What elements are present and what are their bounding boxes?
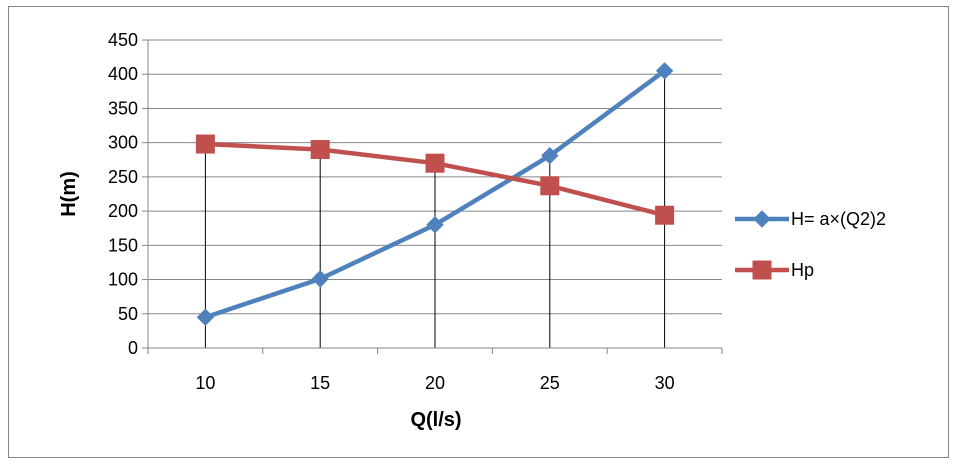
data-point <box>195 134 215 154</box>
data-point <box>310 140 330 160</box>
y-tick-label: 100 <box>108 270 138 290</box>
axes <box>142 39 723 354</box>
drop-lines <box>204 70 666 348</box>
legend-marker <box>752 260 772 280</box>
x-tick-label: 25 <box>540 373 560 393</box>
y-tick-label: 50 <box>118 304 138 324</box>
x-tick-label: 15 <box>310 373 330 393</box>
data-point <box>540 176 560 196</box>
series-layer <box>195 62 675 326</box>
gridlines <box>148 39 722 315</box>
x-tick-label: 20 <box>425 373 445 393</box>
y-tick-label: 0 <box>128 338 138 358</box>
legend: H= a×(Q2)2 Hp <box>735 209 886 280</box>
y-tick-label: 400 <box>108 64 138 84</box>
series-1 <box>196 62 674 326</box>
legend-label: Hp <box>791 260 814 280</box>
x-tick-label: 30 <box>655 373 675 393</box>
data-point <box>196 308 215 326</box>
data-point <box>655 62 674 80</box>
y-tick-label: 150 <box>108 235 138 255</box>
legend-entry: H= a×(Q2)2 <box>735 209 886 229</box>
chart-frame <box>8 6 949 458</box>
legend-label: H= a×(Q2)2 <box>791 209 886 229</box>
data-point <box>311 270 329 288</box>
y-axis-title: H(m) <box>58 171 80 217</box>
data-point <box>425 153 445 173</box>
tick-labels: 0 50 100 150 200 250 300 350 400 450 10 15 20 25 30 <box>108 30 675 393</box>
legend-marker <box>753 210 771 228</box>
y-tick-label: 300 <box>108 133 138 153</box>
x-axis-title: Q(l/s) <box>410 409 461 431</box>
data-point <box>426 216 444 234</box>
y-tick-label: 250 <box>108 167 138 187</box>
x-tick-label: 10 <box>195 373 215 393</box>
legend-entry: Hp <box>735 260 814 280</box>
series-2 <box>195 134 675 225</box>
y-tick-label: 350 <box>108 98 138 118</box>
data-point <box>655 205 675 225</box>
y-tick-label: 450 <box>108 30 138 50</box>
data-point <box>541 146 559 165</box>
y-tick-label: 200 <box>108 201 138 221</box>
